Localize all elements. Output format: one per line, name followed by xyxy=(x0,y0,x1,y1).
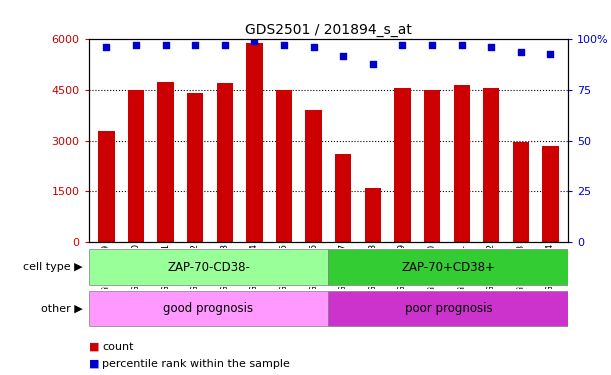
Point xyxy=(131,42,141,48)
Bar xyxy=(424,90,440,242)
Point xyxy=(309,45,318,51)
Text: other ▶: other ▶ xyxy=(41,303,82,313)
Point xyxy=(161,42,170,48)
Point xyxy=(368,61,378,67)
Bar xyxy=(329,249,568,285)
Point xyxy=(279,42,289,48)
Bar xyxy=(158,82,174,242)
Bar xyxy=(276,90,292,242)
Point xyxy=(486,45,496,51)
Bar xyxy=(365,188,381,242)
Point xyxy=(338,53,348,58)
Point xyxy=(516,48,525,54)
Point xyxy=(457,42,467,48)
Text: good prognosis: good prognosis xyxy=(163,302,254,315)
Text: percentile rank within the sample: percentile rank within the sample xyxy=(102,359,290,369)
Text: ■: ■ xyxy=(89,342,99,352)
Bar xyxy=(335,154,351,242)
Point xyxy=(220,42,230,48)
Bar xyxy=(98,130,114,242)
Bar xyxy=(513,142,529,242)
Bar xyxy=(394,88,411,242)
Text: ZAP-70-CD38-: ZAP-70-CD38- xyxy=(167,261,250,274)
Bar xyxy=(453,85,470,242)
Bar xyxy=(483,88,499,242)
Point xyxy=(101,45,111,51)
Bar xyxy=(246,43,263,242)
Bar xyxy=(306,110,322,242)
Text: count: count xyxy=(102,342,134,352)
Point xyxy=(546,51,555,57)
Bar xyxy=(187,93,203,242)
Bar xyxy=(89,291,329,326)
Title: GDS2501 / 201894_s_at: GDS2501 / 201894_s_at xyxy=(245,23,412,37)
Text: poor prognosis: poor prognosis xyxy=(404,302,492,315)
Point xyxy=(398,42,408,48)
Bar xyxy=(128,90,144,242)
Point xyxy=(427,42,437,48)
Bar xyxy=(89,249,329,285)
Point xyxy=(249,38,259,44)
Bar xyxy=(217,83,233,242)
Text: ■: ■ xyxy=(89,359,99,369)
Bar xyxy=(329,291,568,326)
Text: ZAP-70+CD38+: ZAP-70+CD38+ xyxy=(401,261,496,274)
Point xyxy=(190,42,200,48)
Text: cell type ▶: cell type ▶ xyxy=(23,262,82,272)
Bar xyxy=(543,146,558,242)
